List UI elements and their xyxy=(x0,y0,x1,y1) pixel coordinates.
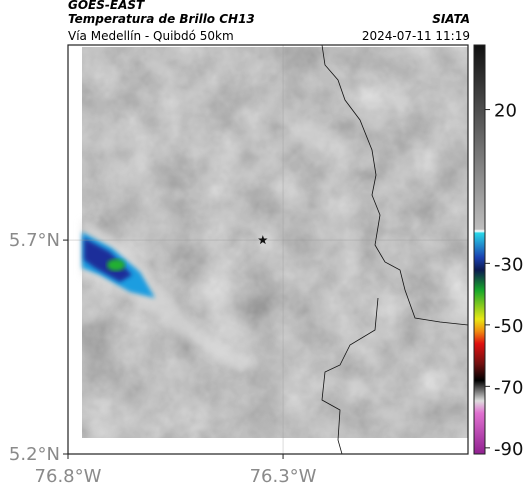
colorbar-tick-label: -50 xyxy=(494,316,523,337)
y-tick-label: 5.2°N xyxy=(9,444,60,465)
colorbar-tick-label: -30 xyxy=(494,254,523,275)
subtitle: Temperatura de Brillo CH13 xyxy=(68,12,255,26)
imagery xyxy=(82,44,469,455)
map-frame xyxy=(67,44,469,455)
y-tick-label: 5.7°N xyxy=(9,230,60,251)
colorbar-tick-label: 20 xyxy=(494,101,517,122)
cold-core xyxy=(84,238,132,282)
region: Vía Medellín - Quibdó 50km xyxy=(68,29,234,43)
colorbar-tick-label: -90 xyxy=(494,439,523,460)
cold-peak xyxy=(107,259,125,271)
location-marker xyxy=(258,235,268,245)
image-texture xyxy=(82,47,468,438)
x-tick-label: 76.3°W xyxy=(250,466,317,487)
border xyxy=(321,44,469,455)
colorbar xyxy=(473,44,486,455)
datetime: 2024-07-11 11:19 xyxy=(362,29,470,43)
x-tick-label: 76.8°W xyxy=(35,466,102,487)
title: GOES-EAST xyxy=(68,0,145,12)
warm-band xyxy=(82,220,260,372)
source: SIATA xyxy=(432,12,470,26)
colorbar-tick-label: -70 xyxy=(494,377,523,398)
